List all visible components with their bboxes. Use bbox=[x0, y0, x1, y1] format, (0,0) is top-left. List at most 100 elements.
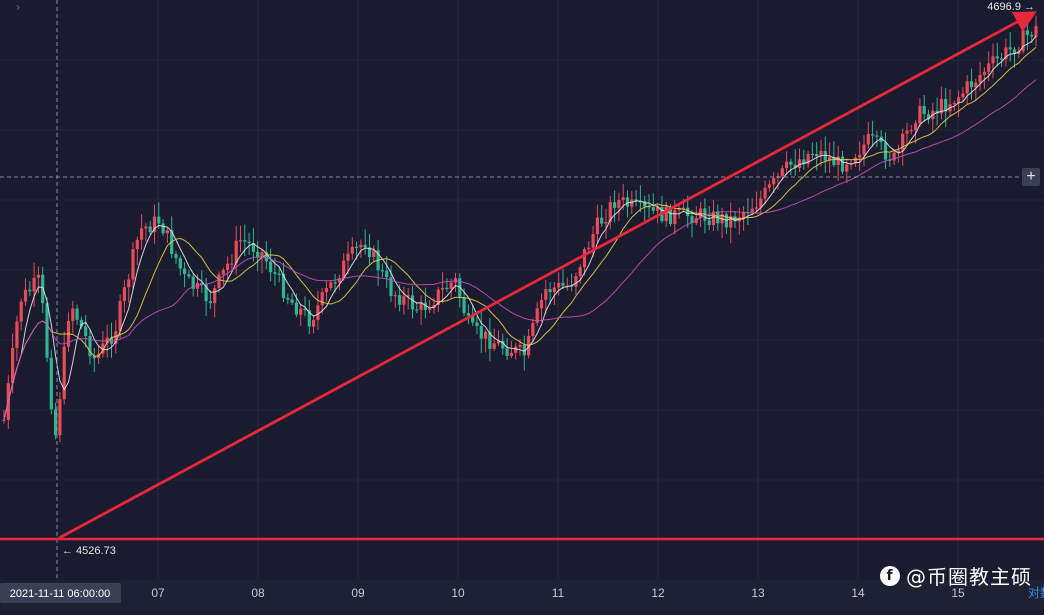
candle-body bbox=[208, 301, 212, 304]
candle-body bbox=[759, 198, 763, 208]
candle-body bbox=[501, 340, 505, 349]
candle-body bbox=[617, 200, 621, 208]
candle-body bbox=[453, 278, 458, 283]
candle-body bbox=[531, 322, 535, 336]
candle-body bbox=[793, 164, 797, 169]
candle-body bbox=[200, 282, 204, 285]
candle-body bbox=[832, 156, 836, 166]
candle-body bbox=[346, 253, 350, 261]
candle-body bbox=[961, 93, 965, 98]
candle-body bbox=[423, 302, 427, 310]
candle-body bbox=[600, 217, 604, 224]
candle-body bbox=[677, 208, 681, 211]
candle-body bbox=[797, 159, 802, 169]
candle-body bbox=[84, 326, 88, 337]
candle-body bbox=[449, 282, 453, 289]
candle-body bbox=[810, 153, 814, 156]
candle-body bbox=[238, 240, 243, 242]
candle-body bbox=[19, 301, 23, 322]
candle-body bbox=[539, 299, 544, 309]
candle-body bbox=[806, 153, 810, 165]
candle-body bbox=[952, 103, 956, 105]
candle-body bbox=[901, 133, 905, 151]
candle-body bbox=[71, 308, 75, 321]
add-price-line-button[interactable]: + bbox=[1022, 168, 1040, 186]
candle-body bbox=[286, 297, 290, 300]
candle-body bbox=[221, 269, 225, 275]
watermark: f @币圈教主硕 bbox=[880, 561, 1032, 590]
candle-body bbox=[406, 295, 410, 297]
candle-body bbox=[350, 246, 354, 254]
candle-body bbox=[144, 226, 148, 229]
candle-body bbox=[45, 303, 49, 358]
candle-body bbox=[131, 249, 135, 280]
candle-body bbox=[101, 343, 105, 354]
collapse-chevron-icon[interactable]: › bbox=[16, 0, 20, 14]
x-tick-label: 09 bbox=[351, 586, 365, 600]
candle-body bbox=[987, 63, 991, 72]
candle-body bbox=[1004, 47, 1008, 59]
candle-body bbox=[88, 336, 92, 357]
candle-body bbox=[681, 207, 685, 209]
candle-body bbox=[488, 331, 492, 349]
candle-body bbox=[165, 230, 169, 234]
candle-body bbox=[307, 310, 311, 327]
candle-body bbox=[234, 240, 238, 264]
candle-body bbox=[707, 220, 711, 225]
candle-body bbox=[909, 130, 913, 132]
candle-body bbox=[587, 247, 591, 250]
candle-body bbox=[944, 98, 948, 112]
candle-body bbox=[49, 357, 53, 410]
candle-body bbox=[828, 156, 832, 161]
candle-body bbox=[213, 288, 217, 304]
candle-body bbox=[281, 273, 286, 298]
candle-body bbox=[62, 346, 66, 400]
candle-body bbox=[656, 206, 660, 211]
candle-body bbox=[230, 263, 234, 265]
x-tick-label: 14 bbox=[851, 586, 865, 600]
candle-body bbox=[613, 202, 617, 208]
candle-body bbox=[226, 263, 230, 270]
watermark-text: @币圈教主硕 bbox=[906, 565, 1032, 589]
candle-body bbox=[471, 315, 475, 323]
candle-body bbox=[634, 199, 638, 202]
candle-body bbox=[883, 142, 888, 160]
candle-body bbox=[772, 178, 776, 185]
candle-body bbox=[337, 278, 341, 283]
candle-body bbox=[256, 251, 260, 258]
moving-average-line bbox=[3, 35, 1037, 420]
candle-body bbox=[299, 308, 303, 315]
candle-body bbox=[552, 287, 556, 293]
candle-body bbox=[647, 206, 651, 208]
candle-body bbox=[204, 284, 208, 302]
candle-body bbox=[393, 295, 397, 297]
candle-body bbox=[28, 289, 32, 292]
candle-body bbox=[380, 270, 384, 272]
candle-body bbox=[114, 331, 118, 344]
candle-body bbox=[578, 267, 582, 277]
candle-body bbox=[789, 161, 793, 165]
x-tick-label: 13 bbox=[751, 586, 765, 600]
candle-body bbox=[819, 150, 823, 157]
trendline bbox=[58, 11, 1037, 540]
candle-body bbox=[329, 282, 333, 289]
candle-body bbox=[385, 270, 389, 278]
candle-body bbox=[871, 134, 875, 136]
candle-body bbox=[785, 161, 789, 169]
candle-body bbox=[479, 326, 483, 339]
candle-body bbox=[823, 150, 827, 161]
candle-body bbox=[303, 308, 307, 311]
candle-body bbox=[496, 340, 501, 344]
candle-body bbox=[140, 228, 144, 240]
candle-body bbox=[161, 223, 165, 234]
candle-body bbox=[780, 168, 784, 177]
candle-body bbox=[355, 246, 359, 248]
x-axis-band bbox=[0, 580, 1044, 610]
candle-body bbox=[342, 260, 346, 279]
candle-body bbox=[862, 144, 866, 155]
candle-body bbox=[991, 56, 995, 64]
candle-body bbox=[1000, 58, 1004, 60]
candle-body bbox=[92, 356, 96, 359]
